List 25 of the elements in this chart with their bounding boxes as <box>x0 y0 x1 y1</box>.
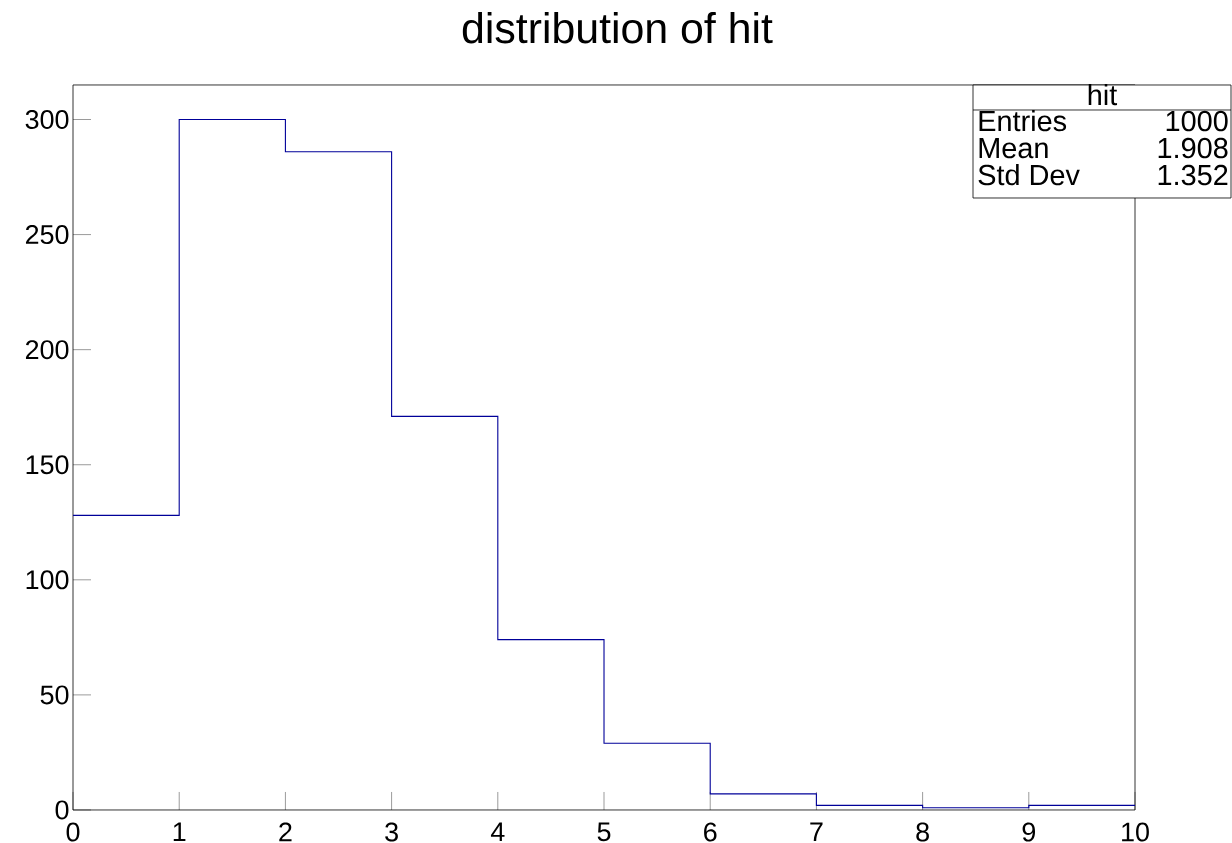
x-tick-label: 10 <box>1122 822 1149 842</box>
annotation: Entries <box>979 110 1067 132</box>
x-tick-label: 7 <box>810 822 823 842</box>
y-tick-label: 250 <box>25 225 69 245</box>
y-tick-label: 200 <box>25 340 69 360</box>
y-tick-label: 50 <box>40 685 69 705</box>
annotation: Mean <box>979 138 1048 159</box>
x-tick-label: 1 <box>173 822 186 842</box>
x-tick-label: 6 <box>704 822 717 842</box>
annotation: Std Dev <box>978 164 1080 186</box>
chart-title: distribution of hit <box>462 11 773 44</box>
text: 1000 <box>1166 110 1228 132</box>
y-tick-label: 100 <box>26 570 69 590</box>
y-tick-label: 0 <box>55 800 69 820</box>
x-tick-label: 8 <box>916 822 929 842</box>
text: 1.352 <box>1158 164 1228 186</box>
y-tick-label: 150 <box>26 455 69 475</box>
x-tick-label: 5 <box>597 822 611 842</box>
x-tick-label: 2 <box>279 822 292 842</box>
y-tick-label: 300 <box>25 109 69 130</box>
x-tick-label: 9 <box>1022 822 1036 842</box>
x-tick-label: 3 <box>385 822 398 842</box>
text: 1.908 <box>1158 137 1228 159</box>
annotation: hit <box>1088 84 1118 106</box>
x-tick-label: 4 <box>490 822 505 842</box>
